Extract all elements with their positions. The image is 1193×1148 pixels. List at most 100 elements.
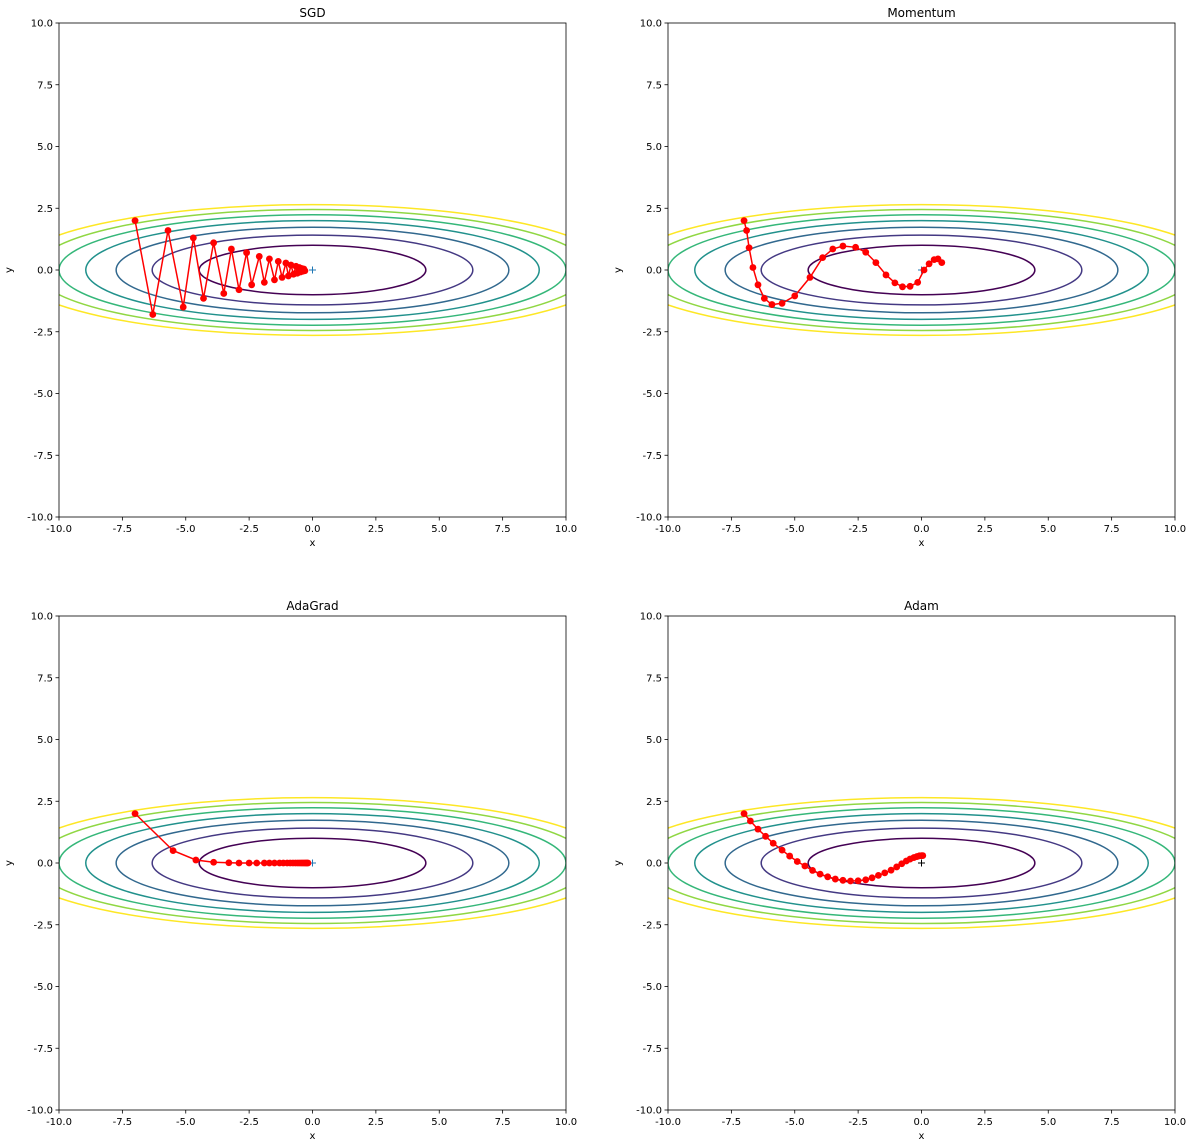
path-point xyxy=(862,876,870,884)
y-tick-label: 2.5 xyxy=(646,204,662,215)
y-tick-label: 0.0 xyxy=(646,859,662,870)
path-point xyxy=(893,863,901,871)
x-axis-label: x xyxy=(310,538,316,549)
x-tick-label: -2.5 xyxy=(848,1117,868,1128)
path-point xyxy=(882,271,890,279)
path-point xyxy=(778,846,786,854)
path-point xyxy=(829,245,837,253)
y-tick-label: 2.5 xyxy=(37,204,53,215)
x-tick-label: -2.5 xyxy=(239,524,259,535)
contour-line xyxy=(85,812,540,914)
y-tick-label: 2.5 xyxy=(37,797,53,808)
x-tick-label: -7.5 xyxy=(722,1117,742,1128)
x-tick-label: 2.5 xyxy=(368,524,384,535)
contour-line xyxy=(115,819,510,907)
y-tick-label: 7.5 xyxy=(37,673,53,684)
path-point xyxy=(278,274,286,281)
y-tick-label: 10.0 xyxy=(640,19,662,30)
y-tick-label: -5.0 xyxy=(642,982,662,993)
x-tick-label: -5.0 xyxy=(785,1117,805,1128)
path-point xyxy=(260,278,268,286)
path-point xyxy=(925,260,933,268)
y-tick-label: -2.5 xyxy=(642,327,662,338)
contour-line xyxy=(115,226,510,314)
y-tick-label: 10.0 xyxy=(31,19,53,30)
y-tick-label: -10.0 xyxy=(27,513,53,524)
contour-line xyxy=(59,801,566,925)
path-point xyxy=(210,239,218,247)
contour-line xyxy=(198,837,427,889)
y-tick-label: 0.0 xyxy=(37,859,53,870)
path-point xyxy=(260,859,268,867)
y-tick-label: -2.5 xyxy=(33,920,53,931)
path-point xyxy=(304,859,312,867)
sgd-panel: -10.0 -7.5 -5.0 -2.5 0.0 2.5 5.0 7.5 10.0 10.0 7.5… xyxy=(4,6,577,549)
path-point xyxy=(255,253,263,260)
contour-line xyxy=(807,837,1036,889)
x-tick-label: 5.0 xyxy=(431,524,447,535)
path-point xyxy=(745,244,753,252)
y-tick-label: 7.5 xyxy=(646,80,662,91)
y-tick-label: 5.0 xyxy=(646,735,662,746)
path-point xyxy=(740,810,748,817)
x-tick-label: -7.5 xyxy=(722,524,742,535)
contour-line xyxy=(668,801,1175,925)
contour-line xyxy=(694,812,1149,914)
panel-title: Adam xyxy=(904,599,939,613)
x-tick-label: 0.0 xyxy=(305,1117,321,1128)
path-point xyxy=(245,859,253,867)
x-tick-label: -10.0 xyxy=(655,524,681,535)
x-tick-label: 0.0 xyxy=(914,524,930,535)
y-axis-label: y xyxy=(4,267,15,273)
x-tick-label: 7.5 xyxy=(1104,1117,1120,1128)
y-tick-label: -7.5 xyxy=(33,1044,53,1055)
x-tick-label: -5.0 xyxy=(785,524,805,535)
path-point xyxy=(891,279,899,287)
y-tick-label: -5.0 xyxy=(642,389,662,400)
contour-line xyxy=(724,819,1119,907)
y-tick-label: 5.0 xyxy=(37,142,53,153)
x-tick-label: 10.0 xyxy=(555,1117,577,1128)
path-point xyxy=(248,281,256,289)
path-point xyxy=(740,217,748,225)
optimizer-path xyxy=(131,810,312,867)
path-point xyxy=(746,817,754,825)
y-tick-label: -2.5 xyxy=(33,327,53,338)
contour-group xyxy=(59,203,566,337)
path-point xyxy=(778,299,786,307)
path-point xyxy=(179,303,187,311)
path-point xyxy=(287,261,295,269)
path-point xyxy=(235,286,243,294)
path-point xyxy=(253,859,261,867)
y-tick-label: -5.0 xyxy=(33,982,53,993)
x-axis-label: x xyxy=(919,1131,925,1142)
path-point xyxy=(210,858,218,866)
y-axis-label: y xyxy=(613,860,624,866)
y-tick-label: 0.0 xyxy=(37,266,53,277)
contour-line xyxy=(59,203,566,337)
path-point xyxy=(192,856,200,864)
path-point xyxy=(862,248,870,256)
contour-line xyxy=(59,208,566,332)
contour-line xyxy=(760,827,1083,899)
path-point xyxy=(768,301,776,308)
adam-panel: -10.0 -7.5 -5.0 -2.5 0.0 2.5 5.0 7.5 10.0 10.0 7.5… xyxy=(613,599,1186,1142)
adagrad-panel: -10.0 -7.5 -5.0 -2.5 0.0 2.5 5.0 7.5 10.0 10.0 7.5… xyxy=(4,599,577,1142)
path-point xyxy=(227,245,235,253)
path-point xyxy=(920,266,928,274)
contour-line xyxy=(694,219,1149,321)
contour-line xyxy=(59,796,566,930)
path-point xyxy=(754,825,762,833)
y-tick-label: -7.5 xyxy=(33,451,53,462)
path-point xyxy=(271,859,278,867)
panel-title: AdaGrad xyxy=(286,599,338,613)
y-tick-label: 10.0 xyxy=(640,612,662,623)
x-tick-label: -5.0 xyxy=(176,524,196,535)
contour-line xyxy=(668,203,1175,337)
path-point xyxy=(819,254,827,262)
path-point xyxy=(235,859,243,867)
contour-line xyxy=(668,807,1175,919)
optimizer-path xyxy=(740,810,927,885)
path-point xyxy=(806,274,814,281)
x-tick-label: 0.0 xyxy=(914,1117,930,1128)
